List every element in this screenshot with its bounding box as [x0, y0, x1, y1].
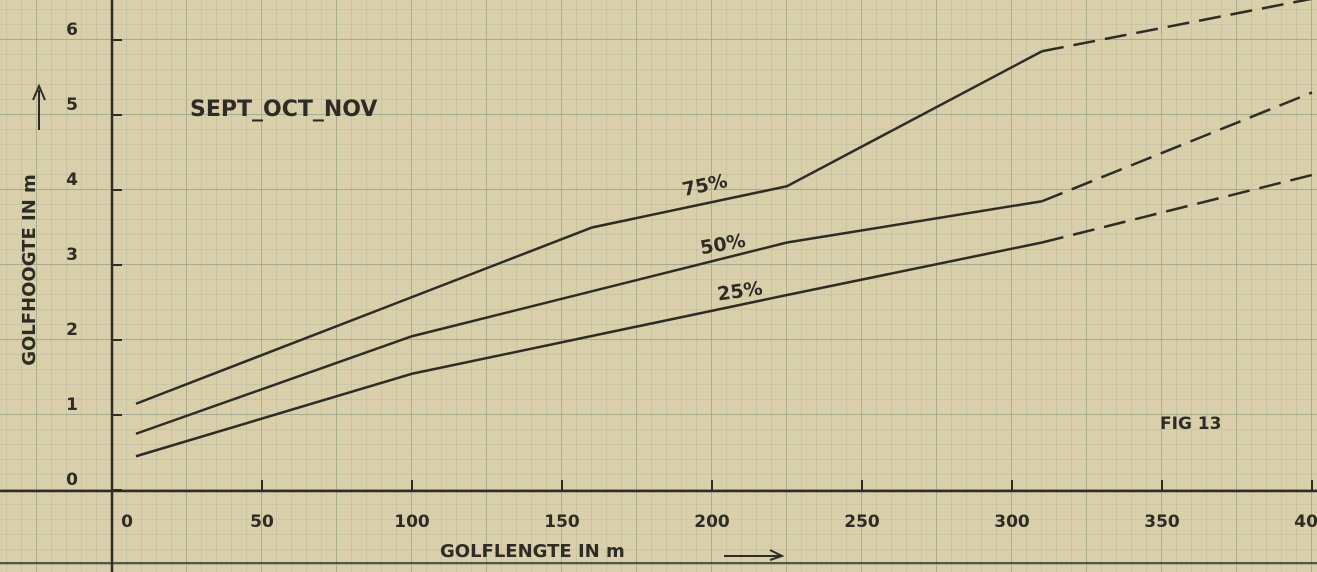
- x-tick-label: 0: [121, 512, 133, 532]
- y-tick-label: 0: [66, 470, 78, 490]
- series-line-extrapolated: [1041, 173, 1313, 244]
- series-line: [135, 50, 1043, 405]
- x-axis-arrow: [724, 549, 785, 561]
- x-tick-label: 400: [1294, 512, 1317, 532]
- y-tick-label: 5: [66, 95, 78, 115]
- x-tick-label: 350: [1144, 512, 1180, 532]
- series-line: [135, 200, 1043, 435]
- y-tick-label: 4: [66, 170, 78, 190]
- y-tick-label: 6: [66, 20, 78, 40]
- y-axis-arrow: [32, 83, 46, 130]
- x-tick-label: 250: [844, 512, 880, 532]
- season-label: SEPT_OCT_NOV: [190, 97, 377, 122]
- x-axis-label: GOLFLENGTE IN m: [440, 541, 625, 562]
- figure-label: FIG 13: [1160, 414, 1221, 434]
- series-line: [135, 241, 1043, 458]
- series-line-extrapolated: [1041, 91, 1313, 203]
- x-tick-label: 200: [694, 512, 730, 532]
- x-tick-label: 100: [394, 512, 430, 532]
- series-line-extrapolated: [1041, 0, 1313, 53]
- y-tick-label: 1: [66, 395, 78, 415]
- x-tick-label: 150: [544, 512, 580, 532]
- x-tick-label: 300: [994, 512, 1030, 532]
- y-axis-label: GOLFHOOGTE IN m: [19, 174, 40, 366]
- y-tick-label: 2: [66, 320, 78, 340]
- x-tick-label: 50: [250, 512, 274, 532]
- y-tick-label: 3: [66, 245, 78, 265]
